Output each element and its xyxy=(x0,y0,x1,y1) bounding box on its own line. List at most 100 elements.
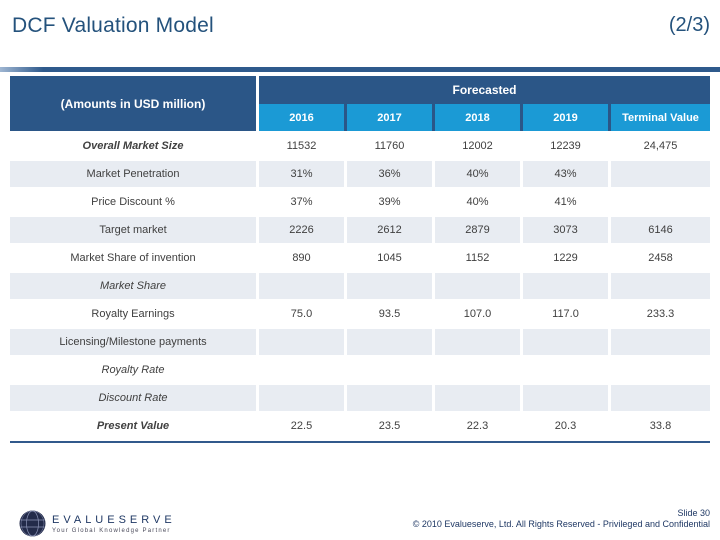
table-body: Overall Market Size 11532 11760 12002 12239 2… xyxy=(10,133,710,439)
forecasted-header-block: Forecasted 2016 2017 2018 2019 Terminal Valu… xyxy=(259,76,710,131)
dcf-table: (Amounts in USD million) Forecasted 2016… xyxy=(10,76,710,443)
cell-value xyxy=(435,357,520,383)
row-label: Licensing/Milestone payments xyxy=(10,329,256,355)
slide-number: Slide 30 xyxy=(677,508,710,518)
row-label: Discount Rate xyxy=(10,385,256,411)
row-label: Overall Market Size xyxy=(82,140,184,152)
cell-value: 39% xyxy=(378,196,401,208)
table-row: Market Share xyxy=(10,273,710,299)
column-header-2016: 2016 xyxy=(259,104,344,131)
cell-value xyxy=(347,385,432,411)
table-row: Price Discount % 37% 39% 40% 41% xyxy=(10,189,710,215)
row-label: Market Share xyxy=(10,273,256,299)
cell-value: 11532 xyxy=(286,140,317,152)
cell-value: 2226 xyxy=(259,217,344,243)
copyright-text: © 2010 Evalueserve, Ltd. All Rights Rese… xyxy=(412,519,710,529)
page-indicator: (2/3) xyxy=(668,14,710,36)
footer-right: Slide 30 © 2010 Evalueserve, Ltd. All Ri… xyxy=(413,508,710,529)
table-row: Discount Rate xyxy=(10,385,710,411)
column-header-2017: 2017 xyxy=(347,104,432,131)
column-header-terminal-value: Terminal Value xyxy=(611,104,710,131)
cell-value: 93.5 xyxy=(378,308,401,320)
cell-value: 1229 xyxy=(553,252,578,264)
evalueserve-logo: EVALUESERVE Your Global Knowledge Partne… xyxy=(19,510,176,537)
cell-value xyxy=(523,385,608,411)
table-row: Royalty Rate xyxy=(10,357,710,383)
column-header-2018: 2018 xyxy=(435,104,520,131)
row-label: Price Discount % xyxy=(91,196,175,208)
cell-value xyxy=(523,329,608,355)
cell-value xyxy=(259,357,344,383)
cell-value: 890 xyxy=(292,252,311,264)
cell-value xyxy=(347,329,432,355)
cell-value: 2458 xyxy=(648,252,673,264)
cell-value xyxy=(259,385,344,411)
cell-value xyxy=(259,273,344,299)
globe-logo-icon xyxy=(19,510,46,537)
cell-value: 24,475 xyxy=(643,140,678,152)
cell-value: 75.0 xyxy=(290,308,313,320)
cell-value: 31% xyxy=(259,161,344,187)
cell-value: 23.5 xyxy=(378,420,401,432)
cell-value: 33.8 xyxy=(649,420,672,432)
cell-value: 107.0 xyxy=(463,308,492,320)
table-header: (Amounts in USD million) Forecasted 2016… xyxy=(10,76,710,131)
cell-value xyxy=(435,329,520,355)
column-header-row: 2016 2017 2018 2019 Terminal Value xyxy=(259,104,710,131)
table-row: Market Penetration 31% 36% 40% 43% xyxy=(10,161,710,187)
cell-value: 40% xyxy=(435,161,520,187)
cell-value xyxy=(523,357,608,383)
cell-value: 43% xyxy=(523,161,608,187)
cell-value xyxy=(523,273,608,299)
cell-value: 117.0 xyxy=(552,308,579,320)
cell-value xyxy=(347,357,432,383)
cell-value: 36% xyxy=(347,161,432,187)
cell-value: 1152 xyxy=(465,252,490,264)
title-bar: DCF Valuation Model (2/3) xyxy=(12,14,710,38)
title-divider xyxy=(0,67,720,72)
cell-value: 22.3 xyxy=(466,420,489,432)
row-label: Market Share of invention xyxy=(70,252,196,264)
table-bottom-divider xyxy=(10,441,710,443)
table-row: Market Share of invention 890 1045 1152 1229… xyxy=(10,245,710,271)
cell-value: 1045 xyxy=(377,252,402,264)
page-title: DCF Valuation Model xyxy=(12,14,214,37)
cell-value xyxy=(435,385,520,411)
row-label: Present Value xyxy=(96,420,170,432)
row-label: Royalty Rate xyxy=(101,364,165,376)
table-row: Overall Market Size 11532 11760 12002 12239 2… xyxy=(10,133,710,159)
table-row: Licensing/Milestone payments xyxy=(10,329,710,355)
cell-value: 12002 xyxy=(462,140,493,152)
cell-value xyxy=(611,357,710,383)
table-row: Present Value 22.5 23.5 22.3 20.3 33.8 xyxy=(10,413,710,439)
column-header-2019: 2019 xyxy=(523,104,608,131)
cell-value: 40% xyxy=(466,196,489,208)
cell-value xyxy=(611,385,710,411)
logo-tagline: Your Global Knowledge Partner xyxy=(52,528,171,534)
table-row: Royalty Earnings 75.0 93.5 107.0 117.0 233.3 xyxy=(10,301,710,327)
cell-value xyxy=(611,329,710,355)
cell-value: 12239 xyxy=(550,140,581,152)
logo-wordmark: EVALUESERVE xyxy=(52,514,176,526)
cell-value: 22.5 xyxy=(290,420,313,432)
cell-value: 11760 xyxy=(374,140,405,152)
cell-value xyxy=(259,329,344,355)
row-label: Royalty Earnings xyxy=(91,308,175,320)
cell-value xyxy=(611,273,710,299)
cell-value: 2879 xyxy=(435,217,520,243)
forecasted-header: Forecasted xyxy=(452,83,517,97)
cell-value xyxy=(611,189,710,215)
cell-value: 6146 xyxy=(611,217,710,243)
row-label: Market Penetration xyxy=(10,161,256,187)
cell-value: 20.3 xyxy=(554,420,577,432)
header-gap xyxy=(256,76,259,131)
cell-value xyxy=(611,161,710,187)
cell-value: 3073 xyxy=(523,217,608,243)
row-label: Target market xyxy=(10,217,256,243)
table-row: Target market 2226 2612 2879 3073 6146 xyxy=(10,217,710,243)
corner-header-cell: (Amounts in USD million) xyxy=(10,76,256,131)
cell-value: 37% xyxy=(290,196,313,208)
cell-value: 233.3 xyxy=(646,308,675,320)
cell-value xyxy=(435,273,520,299)
cell-value: 2612 xyxy=(347,217,432,243)
